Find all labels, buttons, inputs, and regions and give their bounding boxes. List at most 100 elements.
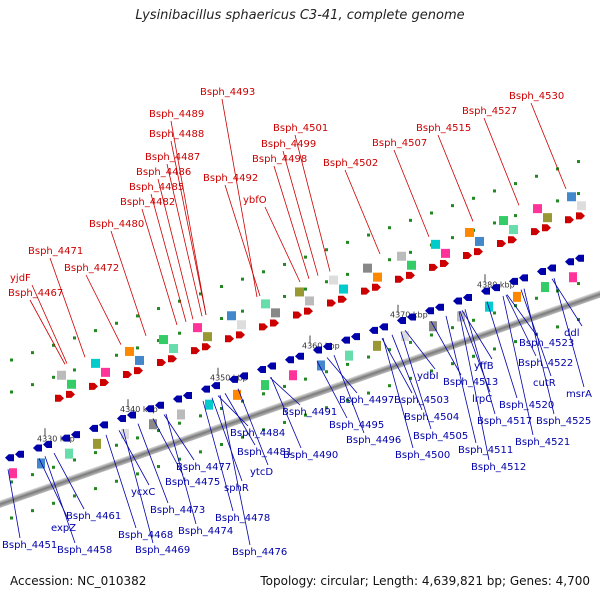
forward-gene-arrow (100, 379, 109, 386)
reverse-gene-arrow (201, 385, 210, 393)
forward-connector (437, 134, 474, 222)
reverse-gene-arrow (509, 277, 518, 285)
reverse-gene-label: Bsph_4517 (477, 416, 532, 427)
forward-gene-arrow (508, 236, 517, 244)
tick-label: 4360 kbp (302, 342, 340, 351)
feature-block (577, 201, 586, 211)
guide-dot (115, 353, 118, 357)
reverse-gene-arrow (341, 336, 350, 344)
forward-connector (273, 165, 310, 279)
forward-gene-label: Bsph_4467 (8, 288, 63, 299)
guide-dot (283, 384, 286, 388)
reverse-connector (53, 452, 85, 510)
reverse-gene-arrow (547, 264, 556, 272)
reverse-gene-label: Bsph_4523 (519, 338, 574, 349)
feature-block (149, 419, 157, 430)
genome-stats-text: Topology: circular; Length: 4,639,821 bp… (260, 574, 590, 588)
guide-dot (304, 287, 307, 291)
guide-dot (346, 362, 349, 366)
reverse-connector (217, 395, 249, 427)
feature-block (295, 287, 304, 297)
reverse-gene-label: Bsph_4505 (413, 431, 468, 442)
forward-connector (170, 120, 207, 315)
reverse-gene-label: Bsph_4513 (443, 377, 498, 388)
forward-gene-label: Bsph_4515 (416, 123, 471, 134)
reverse-connector (118, 430, 150, 486)
guide-dot (472, 318, 475, 322)
guide-dot (493, 189, 496, 193)
guide-dot (73, 336, 76, 340)
guide-dot (388, 226, 391, 230)
feature-block (65, 448, 73, 459)
tick-label: 4330 kbp (37, 434, 75, 443)
forward-gene-arrow (372, 283, 381, 291)
guide-dot (115, 443, 118, 447)
feature-block (67, 379, 76, 389)
feature-block (57, 370, 66, 380)
feature-block (101, 367, 110, 377)
forward-gene-arrow (361, 287, 370, 295)
reverse-gene-label: cutR (533, 378, 556, 389)
guide-dot (325, 280, 328, 284)
guide-dot (115, 321, 118, 325)
feature-block (203, 332, 212, 342)
forward-gene-arrow (497, 240, 506, 248)
forward-connector (483, 117, 520, 206)
reverse-gene-label: Bsph_4478 (215, 513, 270, 524)
forward-connector (344, 169, 381, 255)
reverse-gene-label: Bsph_4475 (165, 477, 220, 488)
reverse-gene-arrow (369, 326, 378, 334)
guide-dot (514, 304, 517, 308)
feature-block (475, 236, 484, 246)
guide-dot (10, 480, 13, 484)
accession-text: Accession: NC_010382 (10, 574, 147, 588)
reverse-connector (219, 394, 251, 546)
reverse-gene-label: Bsph_4476 (232, 547, 287, 558)
guide-dot (10, 358, 13, 362)
feature-block (441, 248, 450, 258)
reverse-gene-arrow (155, 401, 164, 409)
guide-dot (241, 309, 244, 313)
reverse-gene-label: yffB (474, 361, 494, 372)
reverse-gene-arrow (239, 372, 248, 380)
feature-block (569, 272, 577, 283)
forward-gene-arrow (270, 319, 279, 327)
reverse-gene-arrow (117, 415, 126, 423)
guide-dot (31, 509, 34, 513)
guide-dot (262, 428, 265, 432)
forward-gene-arrow (304, 307, 313, 315)
feature-block (429, 321, 437, 332)
feature-block (533, 204, 542, 214)
reverse-connector (137, 423, 169, 504)
reverse-gene-label: Bsph_4511 (458, 445, 513, 456)
reverse-gene-label: Bsph_4473 (150, 505, 205, 516)
reverse-gene-arrow (519, 274, 528, 282)
feature-block (317, 360, 325, 371)
guide-dot (220, 443, 223, 446)
reverse-gene-label: sphR (224, 483, 249, 494)
guide-dot (178, 457, 181, 461)
feature-block (499, 216, 508, 226)
reverse-connector (381, 338, 413, 394)
feature-block (193, 323, 202, 333)
feature-block (397, 251, 406, 261)
guide-dot (220, 407, 223, 410)
guide-dot (157, 339, 160, 343)
reverse-gene-label: Bsph_4496 (346, 435, 401, 446)
guide-dot (304, 255, 307, 259)
guide-dot (262, 392, 265, 396)
reverse-gene-label: msrA (566, 389, 592, 400)
guide-dot (283, 294, 286, 298)
reverse-connector (391, 334, 423, 411)
reverse-connector (7, 469, 21, 539)
forward-gene-label: Bsph_4487 (145, 152, 200, 163)
guide-dot (577, 318, 580, 322)
forward-gene-label: Bsph_4499 (261, 139, 316, 150)
guide-dot (73, 368, 76, 372)
forward-connector (110, 230, 147, 337)
reverse-gene-arrow (351, 333, 360, 341)
feature-block (345, 350, 353, 361)
feature-block (271, 308, 280, 318)
guide-dot (409, 218, 412, 222)
reverse-connector (316, 360, 348, 419)
